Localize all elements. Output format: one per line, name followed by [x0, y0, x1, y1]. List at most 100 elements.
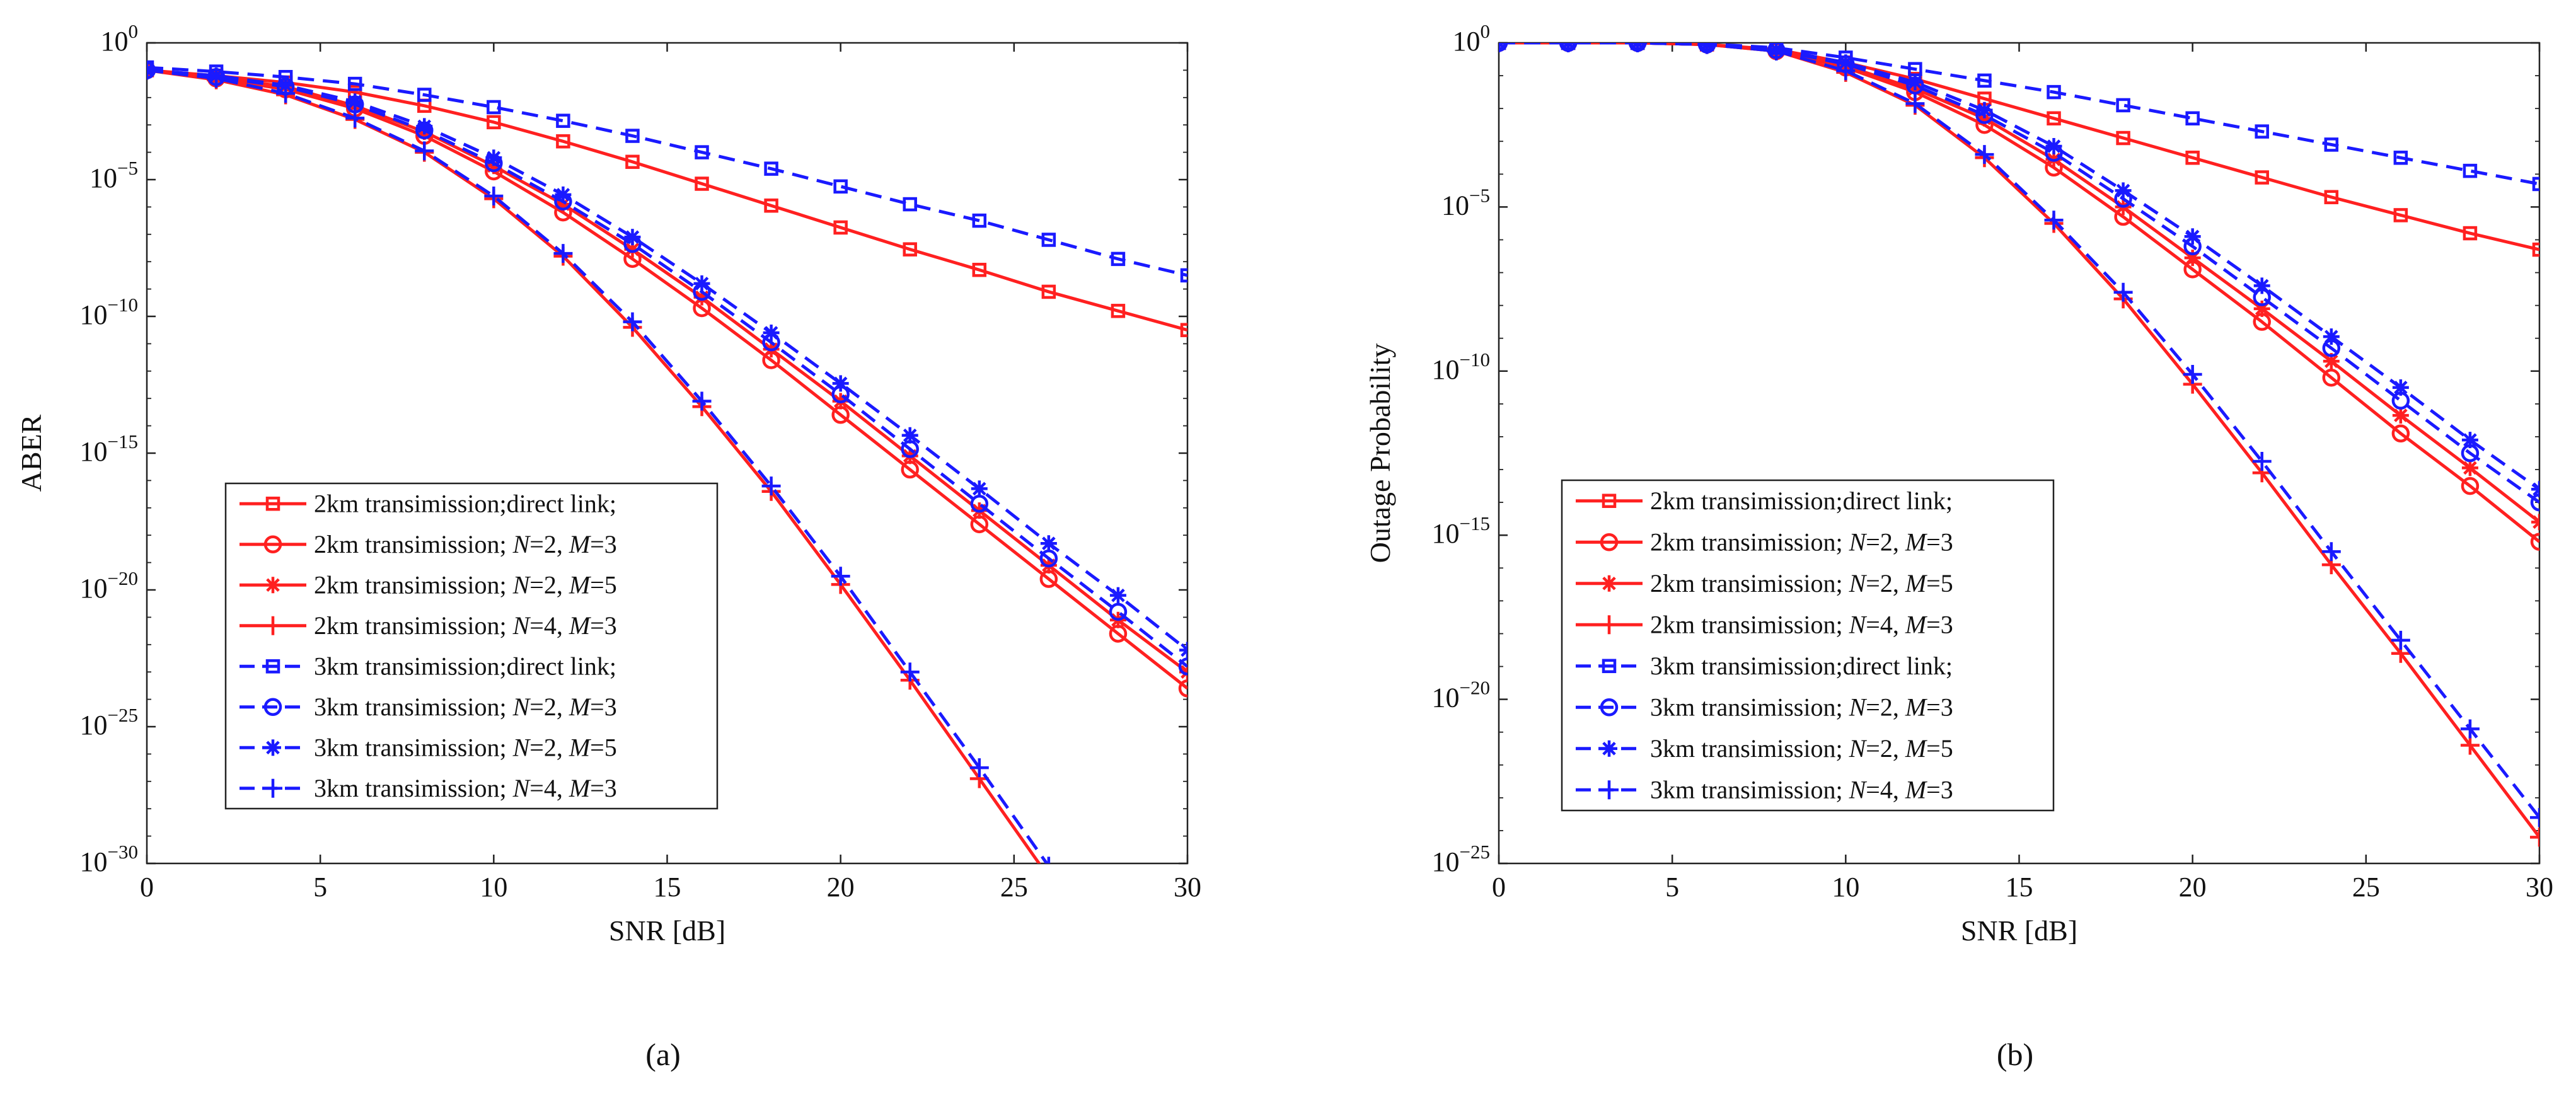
- data-point: [2255, 124, 2269, 139]
- data-point: [417, 88, 432, 102]
- series-8: [1499, 43, 2539, 828]
- data-point: [345, 108, 365, 128]
- data-point: [485, 158, 502, 175]
- data-point: [1180, 268, 1187, 283]
- legend-marker: [1601, 575, 1617, 592]
- series-line: [1499, 43, 2539, 819]
- y-tick-label: 10−15: [1432, 512, 1490, 549]
- legend-label: 2km transimission; N=2, M=3: [314, 530, 617, 558]
- data-point: [2323, 328, 2340, 345]
- data-point: [2047, 111, 2061, 126]
- data-point: [2530, 533, 2539, 551]
- data-point: [556, 113, 570, 128]
- data-point: [2461, 432, 2478, 449]
- data-point: [276, 84, 296, 103]
- data-point: [556, 134, 570, 149]
- data-point: [2047, 84, 2061, 100]
- legend-item: 3km transimission;direct link;: [240, 652, 616, 680]
- data-point: [903, 197, 917, 212]
- legend: 2km transimission;direct link; 2km transi…: [1561, 479, 2055, 812]
- legend-label: 3km transimission;direct link;: [314, 652, 616, 680]
- legend-marker: [1602, 493, 1617, 508]
- data-point: [1178, 657, 1187, 676]
- series-line: [147, 68, 1049, 863]
- data-point: [2532, 242, 2539, 257]
- y-tick-label: 100: [101, 20, 139, 57]
- x-tick-label: 30: [1174, 872, 1201, 903]
- data-point: [692, 391, 712, 411]
- data-point: [624, 241, 641, 258]
- data-point: [2531, 481, 2539, 498]
- data-point: [553, 244, 573, 263]
- data-point: [1111, 251, 1126, 267]
- data-point: [347, 93, 364, 110]
- data-point: [2116, 98, 2130, 113]
- data-point: [1976, 110, 1993, 127]
- data-point: [2183, 365, 2202, 384]
- legend-box: [224, 482, 719, 810]
- legend-label: 3km transimission; N=2, M=5: [1650, 734, 1953, 763]
- y-tick-label: 10−20: [1432, 677, 1490, 713]
- legend-marker: [265, 659, 280, 674]
- x-tick-label: 5: [313, 872, 327, 903]
- legend-item: 3km transimission; N=2, M=3: [1576, 693, 1953, 721]
- data-point: [2113, 282, 2133, 302]
- data-point: [415, 141, 434, 161]
- legend-marker: [1600, 780, 1619, 800]
- data-point: [2460, 719, 2480, 739]
- data-point: [2324, 190, 2339, 205]
- y-tick-label: 10−20: [80, 567, 138, 604]
- series-line: [1499, 43, 2539, 491]
- series-8: [147, 61, 1051, 863]
- data-point: [1976, 101, 1993, 118]
- series-5: [1499, 43, 2539, 192]
- data-point: [2393, 208, 2408, 222]
- y-axis-label: ABER: [15, 414, 47, 492]
- plot-area: [1499, 43, 2539, 847]
- legend-item: 2km transimission; N=2, M=3: [240, 530, 617, 558]
- legend-marker: [1602, 659, 1617, 673]
- data-point: [2185, 111, 2200, 126]
- data-point: [693, 275, 710, 292]
- legend-label: 2km transimission;direct link;: [1650, 487, 1953, 515]
- data-point: [2393, 151, 2408, 165]
- data-point: [2184, 250, 2201, 267]
- x-tick-label: 5: [1665, 872, 1679, 903]
- x-tick-label: 15: [654, 872, 681, 903]
- data-point: [2530, 808, 2539, 828]
- panel-caption: (b): [1997, 1037, 2033, 1072]
- panel-caption: (a): [645, 1037, 681, 1072]
- series-line: [147, 68, 1187, 690]
- y-tick-label: 10−10: [80, 294, 138, 330]
- data-point: [1836, 61, 1856, 81]
- data-point: [2392, 407, 2409, 424]
- data-point: [485, 149, 502, 166]
- data-point: [2321, 542, 2341, 562]
- x-axis-label: SNR [dB]: [1961, 914, 2077, 947]
- chart-panel-a: 0 5 10 15 20 25 30 100 10−5 10−10 10−15 10−20 10−25 1…: [15, 20, 1201, 1072]
- series-6: [1499, 43, 2539, 512]
- series-line: [1499, 43, 2539, 504]
- legend-marker: [263, 616, 282, 635]
- legend-label: 2km transimission; N=2, M=5: [1650, 569, 1953, 597]
- x-tick-label: 25: [1000, 872, 1028, 903]
- data-point: [833, 220, 848, 235]
- data-point: [1041, 233, 1056, 247]
- data-point: [623, 312, 642, 332]
- data-point: [2115, 182, 2132, 199]
- legend-label: 3km transimission;direct link;: [1650, 652, 1953, 680]
- data-point: [2116, 130, 2130, 146]
- data-point: [695, 145, 709, 159]
- series-line: [147, 68, 1187, 332]
- legend-item: 2km transimission; N=4, M=3: [1576, 610, 1953, 638]
- x-tick-label: 25: [2352, 872, 2380, 903]
- x-tick-label: 10: [1832, 872, 1859, 903]
- legend-item: 3km transimission; N=2, M=5: [1576, 734, 1953, 763]
- data-point: [969, 758, 989, 778]
- data-point: [2255, 170, 2269, 185]
- data-point: [1977, 73, 1992, 88]
- data-point: [2253, 300, 2270, 317]
- data-point: [624, 229, 641, 246]
- legend-marker: [263, 698, 282, 716]
- y-tick-label: 100: [1453, 20, 1491, 57]
